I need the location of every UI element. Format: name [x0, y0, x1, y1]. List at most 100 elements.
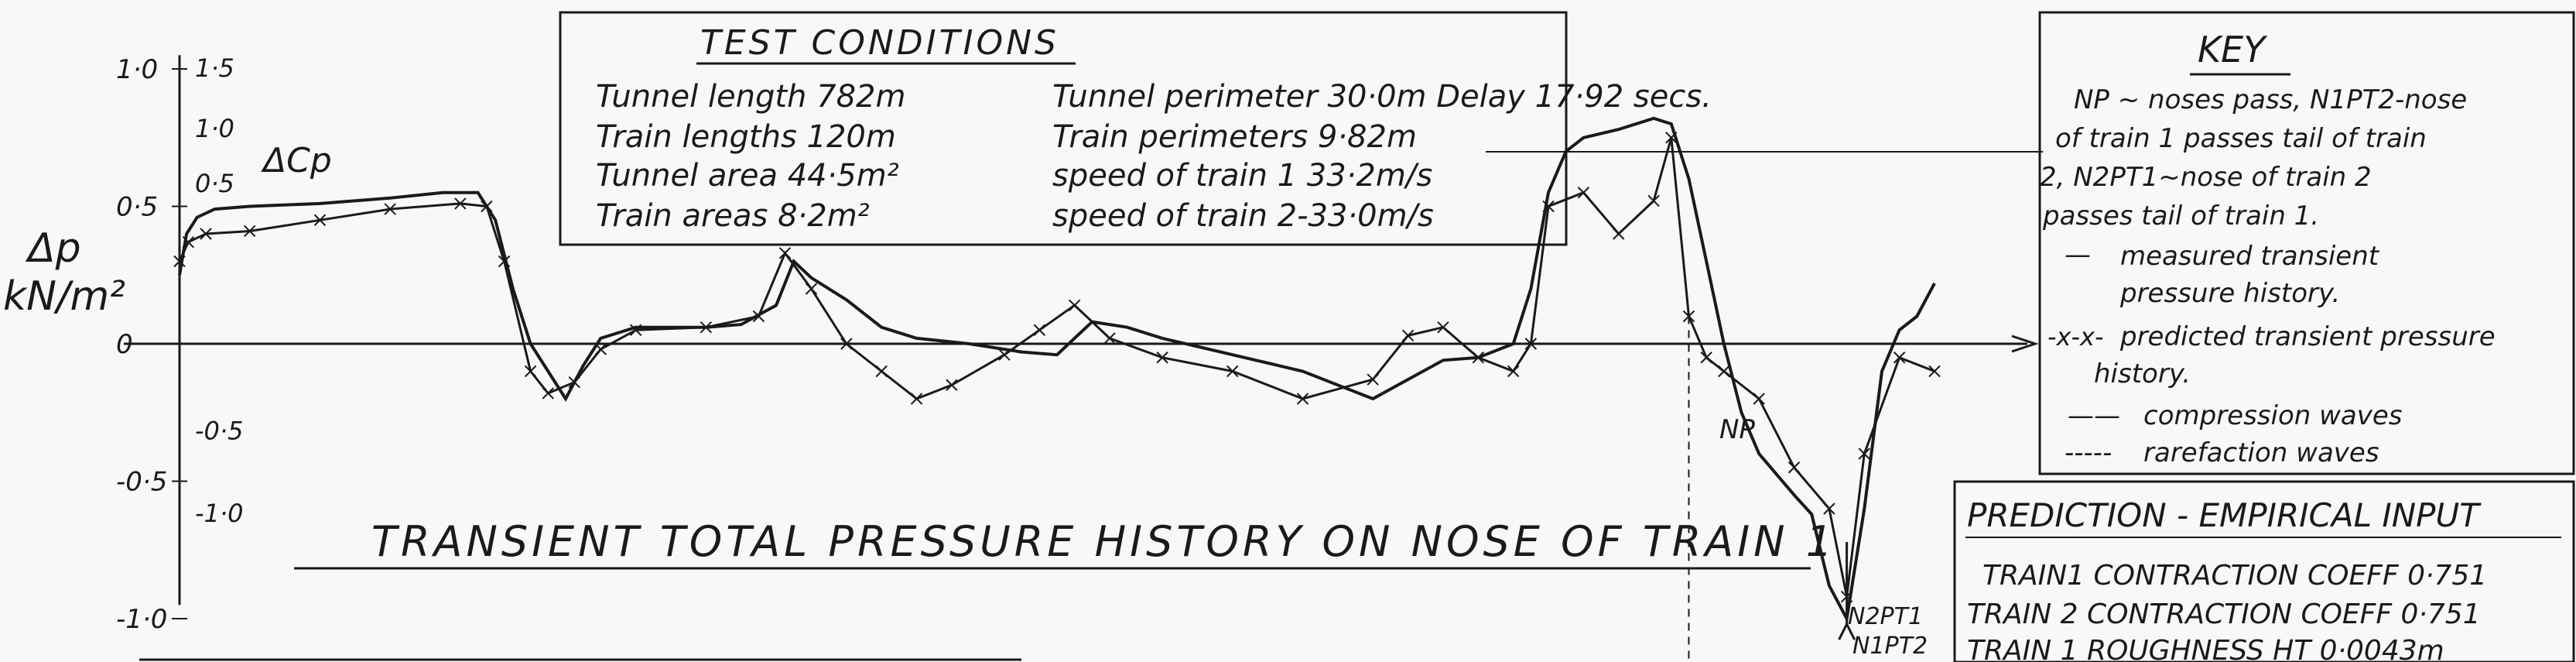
predicted-point-marker: [244, 225, 256, 238]
predicted-point-marker: [1296, 393, 1309, 405]
predicted-point-marker: [454, 197, 467, 210]
test-condition-train-areas: Train areas 8·2m²: [596, 198, 870, 234]
key-line-3: 2, N2PT1~nose of train 2: [2040, 162, 2372, 193]
predicted-point-marker: [498, 255, 511, 268]
legend-rarefaction-symbol: -----: [2065, 437, 2112, 468]
predicted-point-marker: [1823, 503, 1835, 515]
predicted-point-marker: [1718, 365, 1730, 378]
predicted-point-marker: [1613, 228, 1625, 240]
legend-predicted-symbol: -x-x-: [2047, 322, 2104, 352]
n2pt1-annotation: N2PT1: [1848, 603, 1923, 630]
predicted-point-marker: [946, 379, 958, 391]
predicted-point-marker: [1577, 187, 1590, 199]
y-tick-label-cp: 1·5: [195, 53, 234, 83]
legend-compression-symbol: ——: [2068, 400, 2120, 431]
predicted-point-marker: [384, 203, 396, 215]
y-tick-label-cp: -1·0: [195, 499, 243, 528]
predicted-point-marker: [875, 365, 888, 378]
predicted-point-marker: [1893, 352, 1906, 364]
predicted-point-marker: [313, 214, 327, 226]
series-measured-line: [178, 116, 1936, 624]
predicted-point-marker: [1401, 329, 1415, 342]
predicted-point-marker: [1524, 338, 1538, 350]
key-line-2: of train 1 passes tail of train: [2055, 123, 2427, 154]
y-axis-label-cp: ΔCp: [261, 141, 332, 180]
test-condition-speed-train-2: speed of train 2-33·0m/s: [1052, 198, 1434, 234]
predicted-point-marker: [1033, 324, 1046, 336]
predicted-point-marker: [1367, 373, 1379, 386]
test-condition-train-perimeters: Train perimeters 9·82m: [1052, 119, 1417, 155]
n1pt2-annotation: N1PT2: [1852, 633, 1928, 660]
y-tick-label-dp: -0·5: [116, 467, 167, 498]
legend-measured-text: measured transient: [2120, 241, 2380, 272]
predicted-point-marker: [1928, 365, 1941, 378]
predicted-point-marker: [1437, 321, 1449, 334]
key-title: KEY: [2198, 29, 2268, 70]
test-condition-speed-train-1: speed of train 1 33·2m/s: [1052, 158, 1432, 194]
key-line-4: passes tail of train 1.: [2042, 201, 2319, 232]
y-tick-label-cp: 0·5: [195, 169, 234, 198]
predicted-point-marker: [805, 283, 818, 295]
y-axis-label-dp: Δp: [25, 225, 81, 272]
predicted-point-marker: [1103, 332, 1116, 345]
prediction-title: PREDICTION - EMPIRICAL INPUT: [1967, 496, 2482, 534]
prediction-line-2: TRAIN 2 CONTRACTION COEFF 0·751: [1967, 599, 2481, 630]
y-tick-label-dp: -1·0: [116, 604, 167, 635]
y-tick-label-cp: 1·0: [195, 114, 234, 143]
predicted-point-marker: [1507, 365, 1520, 378]
predicted-point-marker: [840, 338, 853, 350]
predicted-point-marker: [568, 376, 581, 389]
test-condition-train-lengths: Train lengths 120m: [596, 119, 896, 155]
predicted-point-marker: [629, 324, 642, 336]
predicted-point-marker: [1068, 299, 1081, 312]
prediction-line-1: TRAIN1 CONTRACTION COEFF 0·751: [1982, 560, 2487, 592]
predicted-point-marker: [173, 255, 186, 268]
test-conditions-title: TEST CONDITIONS: [700, 23, 1059, 63]
legend-measured-text-2: pressure history.: [2119, 278, 2340, 309]
predicted-point-marker: [594, 343, 607, 355]
predicted-point-marker: [910, 393, 923, 405]
predicted-point-marker: [1665, 132, 1678, 144]
legend-predicted-text: predicted transient pressure: [2119, 321, 2496, 352]
predicted-point-marker: [1156, 352, 1168, 364]
predicted-point-marker: [1542, 200, 1555, 213]
predicted-point-marker: [1700, 352, 1712, 364]
test-conditions-right-col: Tunnel perimeter 30·0m Delay 17·92 secs.…: [1052, 79, 1712, 234]
legend-measured-symbol: —: [2065, 239, 2091, 270]
test-condition-tunnel-perimeter: Tunnel perimeter 30·0m Delay 17·92 secs.: [1052, 79, 1712, 115]
chart-title: TRANSIENT TOTAL PRESSURE HISTORY ON NOSE…: [371, 517, 1836, 566]
test-conditions-left-col: Tunnel length 782m Train lengths 120m Tu…: [596, 79, 905, 234]
predicted-point-marker: [1753, 393, 1765, 405]
y-axis-label-units: kN/m²: [3, 273, 125, 320]
y-tick-label-dp: 1·0: [116, 54, 158, 85]
test-condition-tunnel-area: Tunnel area 44·5m²: [596, 158, 899, 194]
key-box: [2038, 11, 2575, 475]
prediction-line-3: TRAIN 1 ROUGHNESS HT 0·0043m: [1967, 635, 2444, 662]
key-line-1: NP ~ noses pass, N1PT2-nose: [2074, 84, 2467, 115]
predicted-point-marker: [200, 228, 212, 240]
predicted-point-marker: [1858, 448, 1870, 460]
chart-layer: 1·0 0·5 0 -0·5 -1·0 1·5 1·0 0·5 -0·5 -1·0: [116, 53, 2039, 662]
predicted-point-marker: [542, 387, 554, 400]
predicted-point-marker: [524, 365, 537, 378]
n1pt2-arrow-head: [1838, 621, 1856, 640]
series-predicted-line: [178, 137, 1935, 597]
test-condition-tunnel-length: Tunnel length 782m: [596, 79, 905, 115]
prediction-box: [1953, 480, 2575, 662]
test-conditions-box: [559, 11, 1568, 246]
predicted-point-marker: [1787, 461, 1801, 474]
predicted-point-marker: [1226, 365, 1239, 378]
legend-compression-text: compression waves: [2143, 400, 2403, 431]
predicted-point-marker: [481, 200, 493, 213]
predicted-point-marker: [182, 235, 195, 249]
legend-rarefaction-text: rarefaction waves: [2143, 437, 2379, 468]
predicted-point-marker: [700, 321, 713, 334]
x-axis-arrow: [2011, 334, 2039, 353]
y-tick-label-dp: 0·5: [116, 192, 158, 223]
predicted-point-marker: [752, 310, 765, 323]
legend-predicted-text-2: history.: [2094, 358, 2191, 389]
predicted-point-marker: [1647, 194, 1660, 208]
y-tick-label-cp: -0·5: [195, 417, 243, 446]
